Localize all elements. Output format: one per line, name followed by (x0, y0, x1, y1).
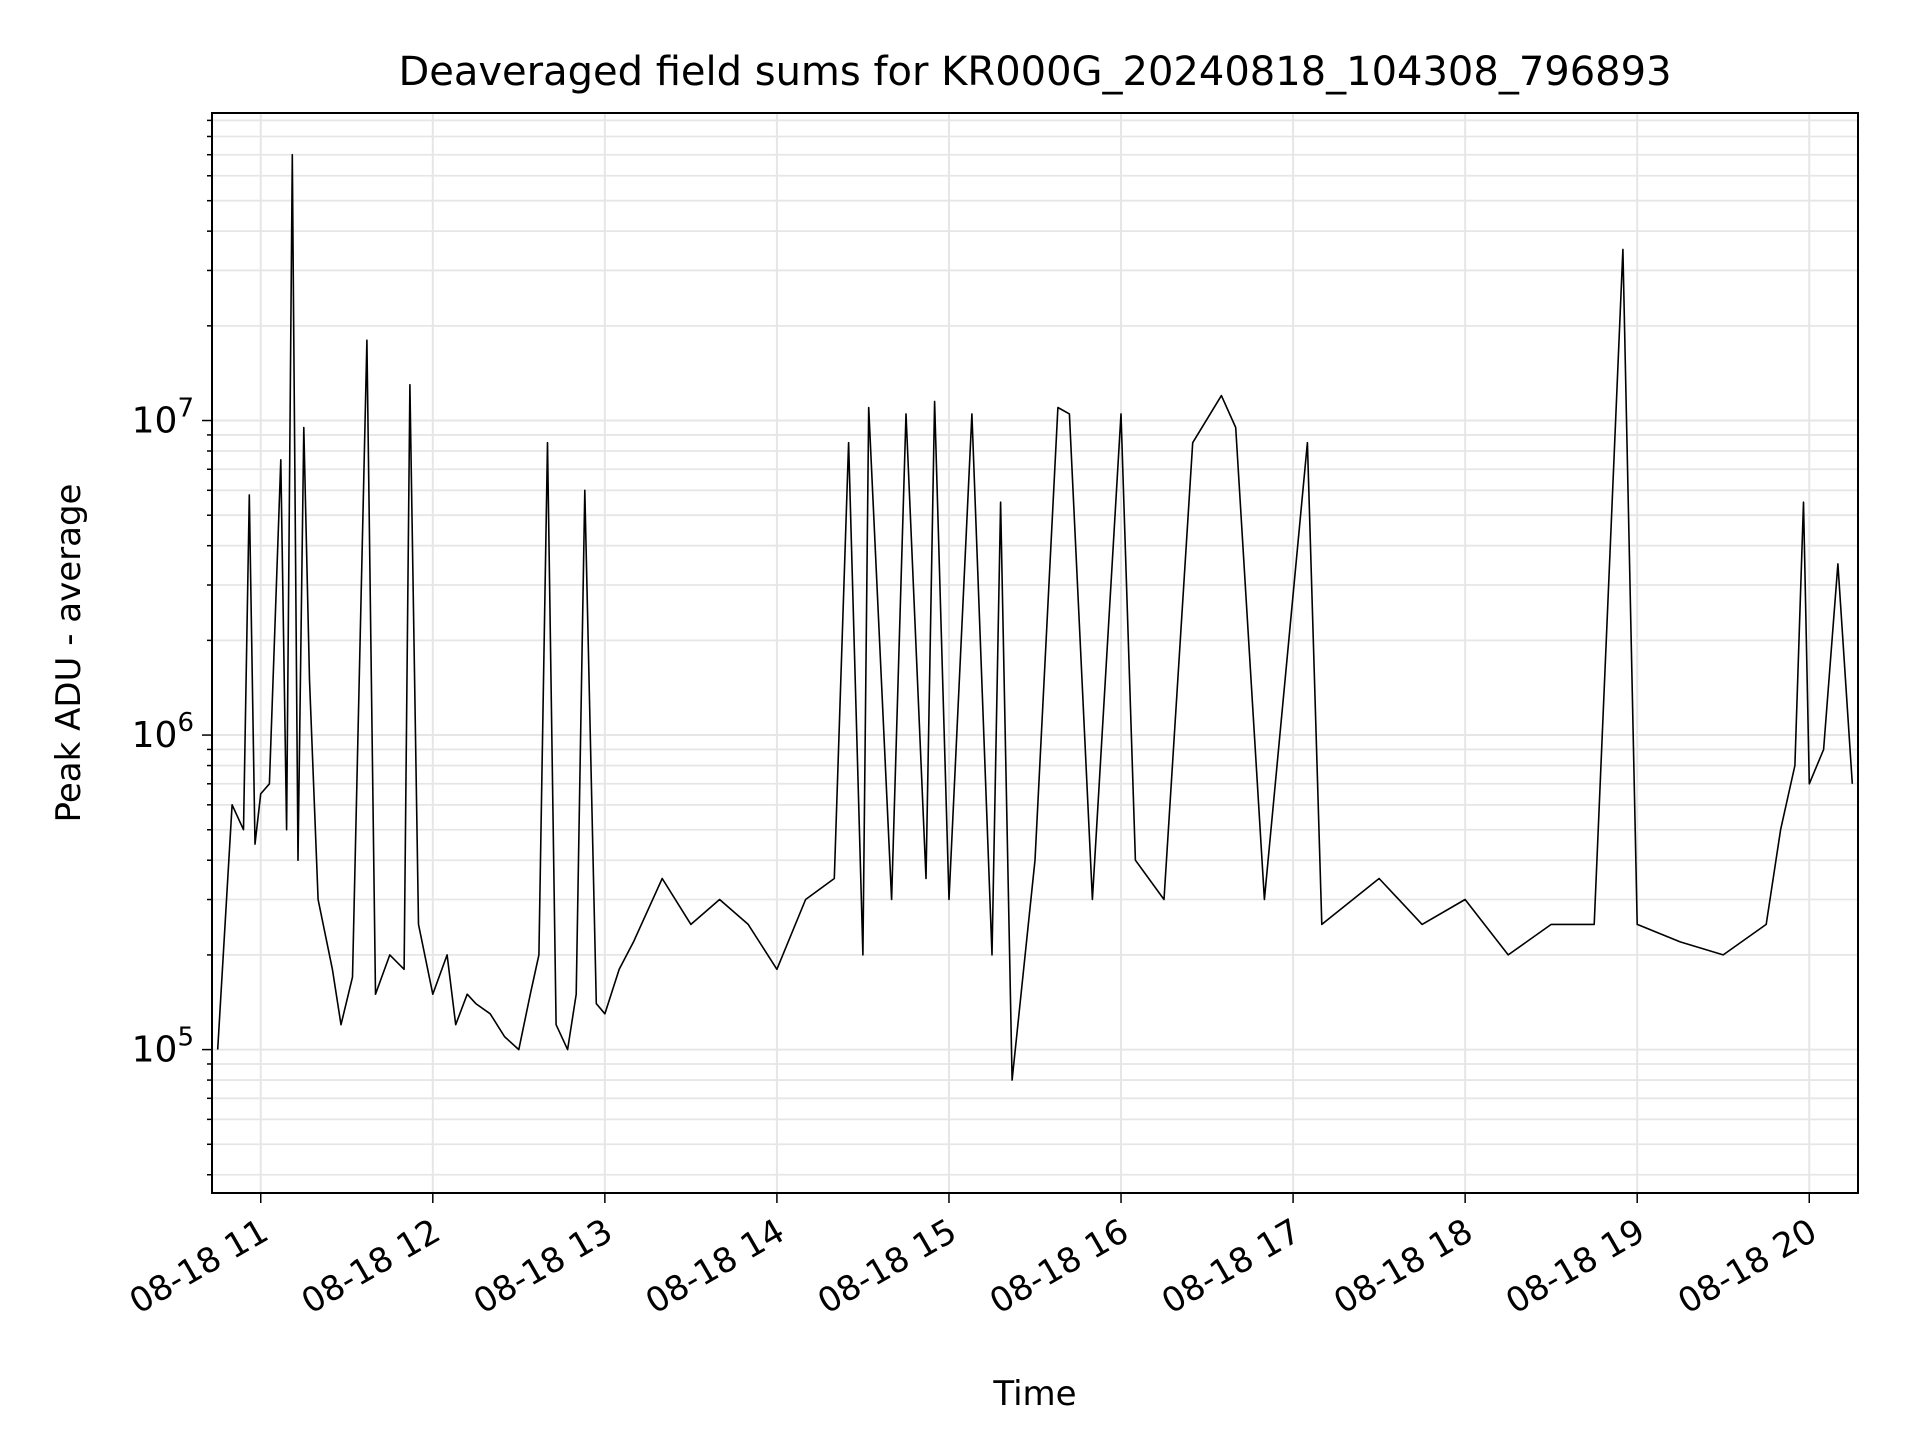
series-line (216, 153, 1854, 1081)
y-tick-label: 106 (132, 708, 194, 756)
y-tick-label: 107 (132, 394, 194, 442)
x-axis-label: Time (992, 1374, 1076, 1414)
y-axis-label: Peak ADU - average (49, 484, 89, 823)
series-path (216, 153, 1854, 1081)
y-axis: 105 106 107 (132, 119, 212, 1176)
chart-title: Deaveraged field sums for KR000G_2024081… (398, 49, 1671, 95)
y-tick-label: 105 (132, 1023, 194, 1071)
plot-frame (211, 112, 1859, 1194)
